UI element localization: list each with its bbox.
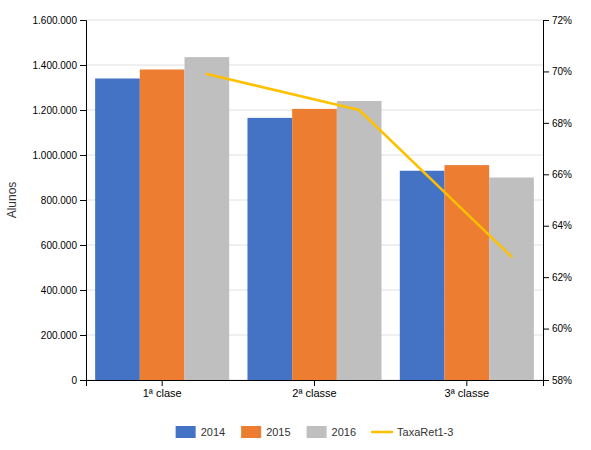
tick-mark [314, 380, 315, 386]
tick-mark [543, 380, 549, 381]
bar [247, 118, 292, 380]
legend-label: TaxaRet1-3 [397, 426, 453, 438]
tick: 200.000 [41, 330, 86, 341]
legend: 2014 2015 2016 TaxaRet1-3 [176, 426, 454, 438]
bar [400, 171, 445, 380]
tick: 0 [71, 375, 86, 386]
legend-swatch [176, 426, 196, 438]
legend-item: 2014 [176, 426, 225, 438]
plot-area: 1ª clase 2ª classe 3ª classe 0 200.000 400.00… [5, 15, 572, 399]
tick-mark [466, 380, 467, 386]
tick-label: 58% [552, 375, 572, 386]
tick-mark [162, 380, 163, 386]
tick-mark [543, 329, 549, 330]
tick-label: 0 [71, 375, 77, 386]
tick: 64% [543, 220, 572, 231]
tick: 400.000 [41, 285, 86, 296]
tick: 62% [543, 272, 572, 283]
tick: 1.400.000 [33, 60, 87, 71]
x-axis: 1ª clase 2ª classe 3ª classe [87, 380, 544, 399]
tick: 1.600.000 [33, 15, 87, 26]
legend-label: 2014 [201, 426, 225, 438]
tick-label: 1.200.000 [33, 105, 78, 116]
tick: 600.000 [41, 240, 86, 251]
tick-mark [543, 174, 549, 175]
bar [489, 178, 534, 381]
tick-label: 1.600.000 [33, 15, 78, 26]
tick-mark [80, 245, 86, 246]
tick-label: 66% [552, 169, 572, 180]
tick-label: 2ª classe [292, 387, 336, 399]
tick-mark [80, 290, 86, 291]
bar-series [185, 57, 534, 380]
tick-mark [80, 65, 86, 66]
tick-label: 1.400.000 [33, 60, 78, 71]
line [207, 74, 512, 257]
marks [95, 57, 534, 380]
tick: 58% [543, 375, 572, 386]
legend-item: TaxaRet1-3 [372, 426, 453, 438]
tick-label: 600.000 [41, 240, 78, 251]
axis-line [80, 21, 87, 381]
legend-label: 2015 [266, 426, 290, 438]
tick-mark [543, 123, 549, 124]
tick: 68% [543, 118, 572, 129]
tick: 1.200.000 [33, 105, 87, 116]
tick-mark [80, 20, 86, 21]
tick-label: 800.000 [41, 195, 78, 206]
tick: 3ª classe [445, 380, 489, 399]
axis-title: Alunos [5, 182, 19, 219]
tick: 70% [543, 66, 572, 77]
axis-line [87, 381, 544, 387]
bar [140, 70, 185, 381]
tick-mark [543, 20, 549, 21]
tick: 1.000.000 [33, 150, 87, 161]
chart: 1ª clase 2ª classe 3ª classe 0 200.000 400.00… [0, 0, 591, 450]
tick-label: 60% [552, 323, 572, 334]
tick-label: 400.000 [41, 285, 78, 296]
tick-mark [80, 155, 86, 156]
y-axis: 0 200.000 400.000 600.000 800.000 1.000.000 1.… [33, 15, 87, 386]
legend-swatch [241, 426, 261, 438]
tick: 60% [543, 323, 572, 334]
tick-label: 1.000.000 [33, 150, 78, 161]
axis-line [544, 21, 550, 381]
tick: 1ª clase [143, 380, 182, 399]
tick-label: 3ª classe [445, 387, 489, 399]
legend-label: 2016 [332, 426, 356, 438]
tick: 2ª classe [292, 380, 336, 399]
grid [86, 20, 543, 380]
tick-label: 62% [552, 272, 572, 283]
tick-mark [80, 380, 86, 381]
tick-label: 64% [552, 220, 572, 231]
tick-label: 70% [552, 66, 572, 77]
tick: 72% [543, 15, 572, 26]
tick-mark [543, 277, 549, 278]
grid-line [86, 65, 543, 66]
tick-mark [80, 200, 86, 201]
tick-mark [543, 226, 549, 227]
tick-mark [543, 71, 549, 72]
tick-label: 1ª clase [143, 387, 182, 399]
grid-line [86, 20, 543, 21]
y2-axis: 58% 60% 62% 64% 66% 68% 70% 72% [543, 15, 572, 386]
tick-label: 200.000 [41, 330, 78, 341]
bar [337, 101, 382, 380]
tick-label: 72% [552, 15, 572, 26]
bar [292, 109, 337, 380]
tick-label: 68% [552, 118, 572, 129]
tick: 800.000 [41, 195, 86, 206]
tick: 66% [543, 169, 572, 180]
legend-swatch [372, 431, 392, 434]
legend-item: 2015 [241, 426, 290, 438]
legend-item: 2016 [307, 426, 356, 438]
bar [95, 79, 140, 381]
bar [185, 57, 230, 380]
legend-swatch [307, 426, 327, 438]
tick-mark [80, 335, 86, 336]
tick-mark [80, 110, 86, 111]
